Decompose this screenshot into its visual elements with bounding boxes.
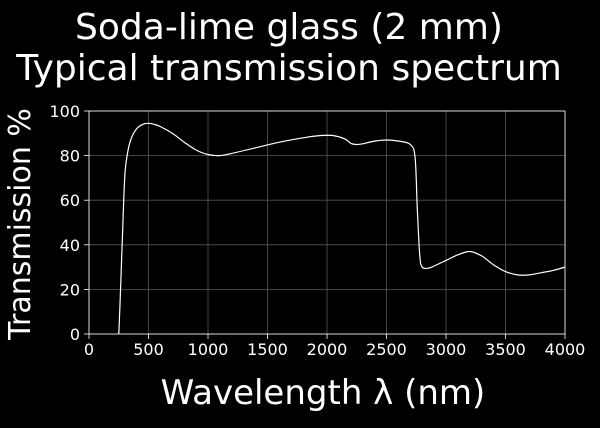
x-tick-label: 3000 [426, 340, 467, 359]
tick-labels: 0 500 1000 1500 2000 2500 3000 3500 4000 0 20 40 60 8… [49, 102, 585, 359]
x-tick-label: 2500 [366, 340, 407, 359]
y-tick-label: 80 [60, 147, 80, 166]
x-tick-label: 2000 [307, 340, 348, 359]
y-tick-label: 20 [60, 280, 80, 299]
grid [88, 110, 566, 335]
y-tick-label: 0 [70, 325, 80, 344]
chart-title-line-1: Soda-lime glass (2 mm) [75, 7, 503, 48]
x-tick-label: 500 [133, 340, 164, 359]
y-tick-label: 40 [60, 236, 80, 255]
x-axis-label: Wavelength λ (nm) [161, 373, 486, 413]
y-tick-label: 60 [60, 191, 80, 210]
transmission-line [118, 122, 566, 335]
series-layer [118, 122, 566, 335]
chart-title-line-2: Typical transmission spectrum [15, 48, 562, 89]
x-tick-label: 4000 [545, 340, 586, 359]
x-tick-label: 3500 [485, 340, 526, 359]
y-tick-label: 100 [49, 102, 80, 121]
x-tick-label: 1500 [247, 340, 288, 359]
x-tick-label: 0 [84, 340, 94, 359]
y-axis-label: Transmission % [3, 108, 38, 341]
x-tick-label: 1000 [188, 340, 229, 359]
